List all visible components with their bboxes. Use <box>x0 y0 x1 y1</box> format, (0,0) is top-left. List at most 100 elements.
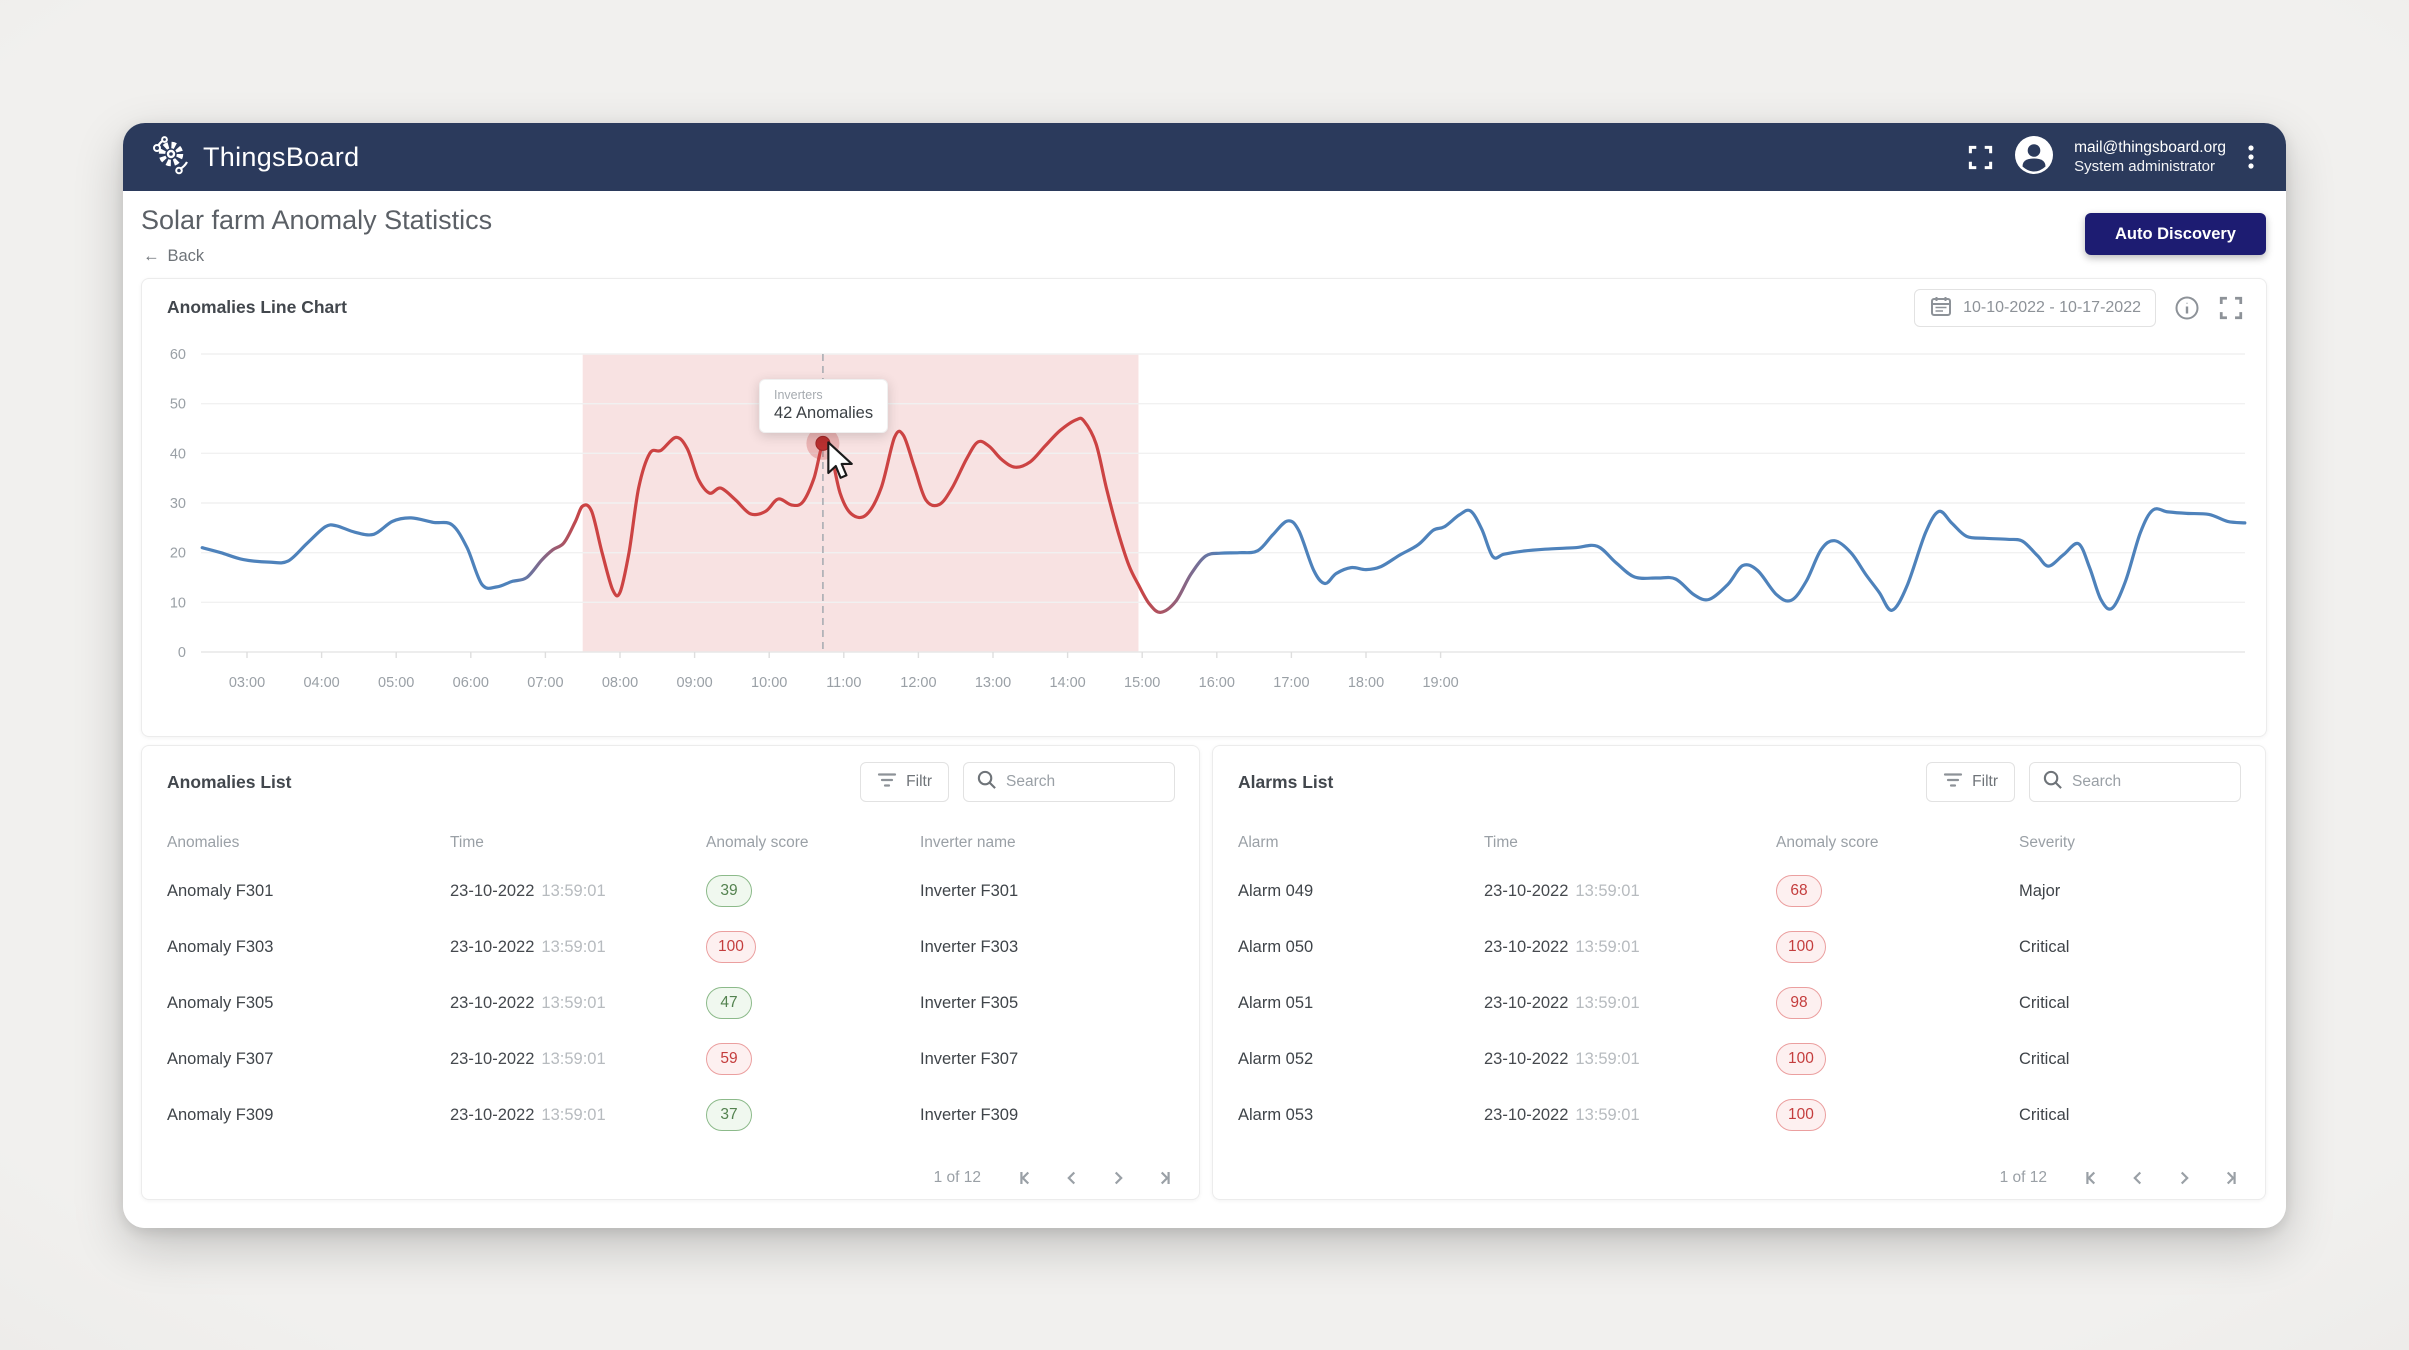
row-target: Inverter F309 <box>920 1105 1019 1124</box>
top-navbar: ThingsBoard mail@thingsboard.org <box>123 123 2286 191</box>
page-title: Solar farm Anomaly Statistics <box>141 205 493 235</box>
anomalies-line-chart[interactable]: 0 10 20 30 40 50 60 03:00 04:00 05:00 06:00 07:00 08… <box>142 279 2268 738</box>
row-time: 23-10-2022 13:59:01 <box>450 1106 706 1125</box>
row-name: Alarm 050 <box>1238 937 1314 956</box>
next-page-icon[interactable] <box>2173 1167 2195 1189</box>
previous-page-icon[interactable] <box>2127 1167 2149 1189</box>
x-tick-label: 17:00 <box>1273 675 1309 691</box>
row-score-cell: 47 <box>706 987 920 1019</box>
column-header: Alarm <box>1238 834 1279 851</box>
row-time: 23-10-2022 13:59:01 <box>450 1050 706 1069</box>
user-email: mail@thingsboard.org <box>2074 139 2226 156</box>
y-tick-label: 50 <box>170 397 186 413</box>
row-clock: 13:59:01 <box>541 937 606 956</box>
x-tick-label: 13:00 <box>975 675 1011 691</box>
alarms-table-body: Alarm 049 23-10-2022 13:59:01 68 Major Alarm … <box>1213 863 2265 1143</box>
anomalies-search-input[interactable] <box>1006 773 1156 791</box>
alarms-page-indicator: 1 of 12 <box>1999 1169 2047 1186</box>
back-arrow-icon: ← <box>143 247 160 265</box>
table-row[interactable]: Alarm 052 23-10-2022 13:59:01 100 Critical <box>1213 1031 2265 1087</box>
row-name: Alarm 051 <box>1238 993 1314 1012</box>
row-clock: 13:59:01 <box>1575 1049 1640 1068</box>
row-score-cell: 100 <box>706 931 920 963</box>
anomalies-list-title: Anomalies List <box>167 771 292 792</box>
last-page-icon[interactable] <box>2219 1167 2241 1189</box>
row-name: Anomaly F305 <box>167 993 274 1012</box>
x-tick-label: 07:00 <box>527 675 563 691</box>
chart-tooltip: Inverters 42 Anomalies <box>759 379 889 433</box>
row-name: Anomaly F303 <box>167 937 274 956</box>
row-time: 23-10-2022 13:59:01 <box>1484 1050 1776 1069</box>
anomalies-search <box>963 762 1175 802</box>
row-target: Major <box>2019 881 2061 900</box>
row-date: 23-10-2022 <box>1484 937 1569 956</box>
row-date: 23-10-2022 <box>450 1049 535 1068</box>
mouse-cursor-icon <box>827 441 853 479</box>
anomaly-score-badge: 47 <box>706 987 752 1019</box>
alarms-table-header: Alarm Time Anomaly score Severity <box>1213 823 2265 863</box>
row-score-cell: 98 <box>1776 987 2019 1019</box>
anomaly-score-badge: 59 <box>706 1043 752 1075</box>
table-row[interactable]: Alarm 053 23-10-2022 13:59:01 100 Critical <box>1213 1087 2265 1143</box>
next-page-icon[interactable] <box>1107 1167 1129 1189</box>
y-tick-label: 10 <box>170 595 186 611</box>
row-target: Critical <box>2019 937 2070 956</box>
thingsboard-brand[interactable]: ThingsBoard <box>149 132 359 183</box>
calendar-icon <box>1929 294 1953 323</box>
anomalies-table-header: Anomalies Time Anomaly score Inverter name <box>142 823 1199 863</box>
table-row[interactable]: Anomaly F301 23-10-2022 13:59:01 39 Inverter… <box>142 863 1199 919</box>
back-label: Back <box>167 247 205 265</box>
row-clock: 13:59:01 <box>541 993 606 1012</box>
first-page-icon[interactable] <box>2081 1167 2103 1189</box>
last-page-icon[interactable] <box>1153 1167 1175 1189</box>
row-score-cell: 100 <box>1776 931 2019 963</box>
alarms-list-title: Alarms List <box>1238 771 1334 792</box>
brand-name: ThingsBoard <box>203 141 360 172</box>
row-target: Inverter F305 <box>920 993 1019 1012</box>
user-role: System administrator <box>2074 158 2215 175</box>
anomalies-filter-button[interactable]: Filtr <box>860 762 949 802</box>
row-date: 23-10-2022 <box>1484 1105 1569 1124</box>
table-row[interactable]: Alarm 049 23-10-2022 13:59:01 68 Major <box>1213 863 2265 919</box>
row-time: 23-10-2022 13:59:01 <box>1484 882 1776 901</box>
row-time: 23-10-2022 13:59:01 <box>1484 938 1776 957</box>
table-row[interactable]: Anomaly F305 23-10-2022 13:59:01 47 Inverter… <box>142 975 1199 1031</box>
search-icon <box>976 769 997 795</box>
row-name: Alarm 053 <box>1238 1105 1314 1124</box>
date-range-picker[interactable]: 10-10-2022 - 10-17-2022 <box>1914 289 2156 327</box>
row-clock: 13:59:01 <box>541 1105 606 1124</box>
alarms-filter-button[interactable]: Filtr <box>1926 762 2015 802</box>
anomalies-line-chart-card: Anomalies Line Chart 10-10-2022 - 10-17-… <box>141 278 2267 737</box>
anomaly-score-badge: 68 <box>1776 875 1822 907</box>
kebab-menu-icon[interactable] <box>2246 143 2256 171</box>
table-row[interactable]: Alarm 050 23-10-2022 13:59:01 100 Critical <box>1213 919 2265 975</box>
row-clock: 13:59:01 <box>541 881 606 900</box>
chart-fullscreen-icon[interactable] <box>2218 295 2244 321</box>
auto-discovery-button[interactable]: Auto Discovery <box>2084 213 2266 255</box>
y-tick-label: 60 <box>170 347 186 363</box>
previous-page-icon[interactable] <box>1061 1167 1083 1189</box>
table-row[interactable]: Anomaly F307 23-10-2022 13:59:01 59 Inverter… <box>142 1031 1199 1087</box>
table-row[interactable]: Alarm 051 23-10-2022 13:59:01 98 Critical <box>1213 975 2265 1031</box>
x-tick-label: 15:00 <box>1124 675 1160 691</box>
back-button[interactable]: ← Back <box>143 247 204 266</box>
anomaly-score-badge: 100 <box>1776 931 1826 963</box>
table-row[interactable]: Anomaly F309 23-10-2022 13:59:01 37 Inverter… <box>142 1087 1199 1143</box>
row-score-cell: 37 <box>706 1099 920 1131</box>
row-time: 23-10-2022 13:59:01 <box>1484 994 1776 1013</box>
avatar[interactable] <box>2014 135 2054 180</box>
row-time: 23-10-2022 13:59:01 <box>450 938 706 957</box>
fullscreen-icon[interactable] <box>1967 144 1994 171</box>
table-row[interactable]: Anomaly F303 23-10-2022 13:59:01 100 Inverte… <box>142 919 1199 975</box>
anomalies-page-indicator: 1 of 12 <box>933 1169 981 1186</box>
user-menu[interactable]: mail@thingsboard.org System administrato… <box>2074 138 2226 176</box>
alarms-search-input[interactable] <box>2072 773 2222 791</box>
anomaly-score-badge: 100 <box>706 931 756 963</box>
y-tick-label: 20 <box>170 546 186 562</box>
info-icon[interactable] <box>2174 295 2200 321</box>
x-tick-label: 16:00 <box>1199 675 1235 691</box>
dashboard-content: Solar farm Anomaly Statistics ← Back Aut… <box>123 191 2286 1228</box>
first-page-icon[interactable] <box>1015 1167 1037 1189</box>
search-icon <box>2042 769 2063 795</box>
